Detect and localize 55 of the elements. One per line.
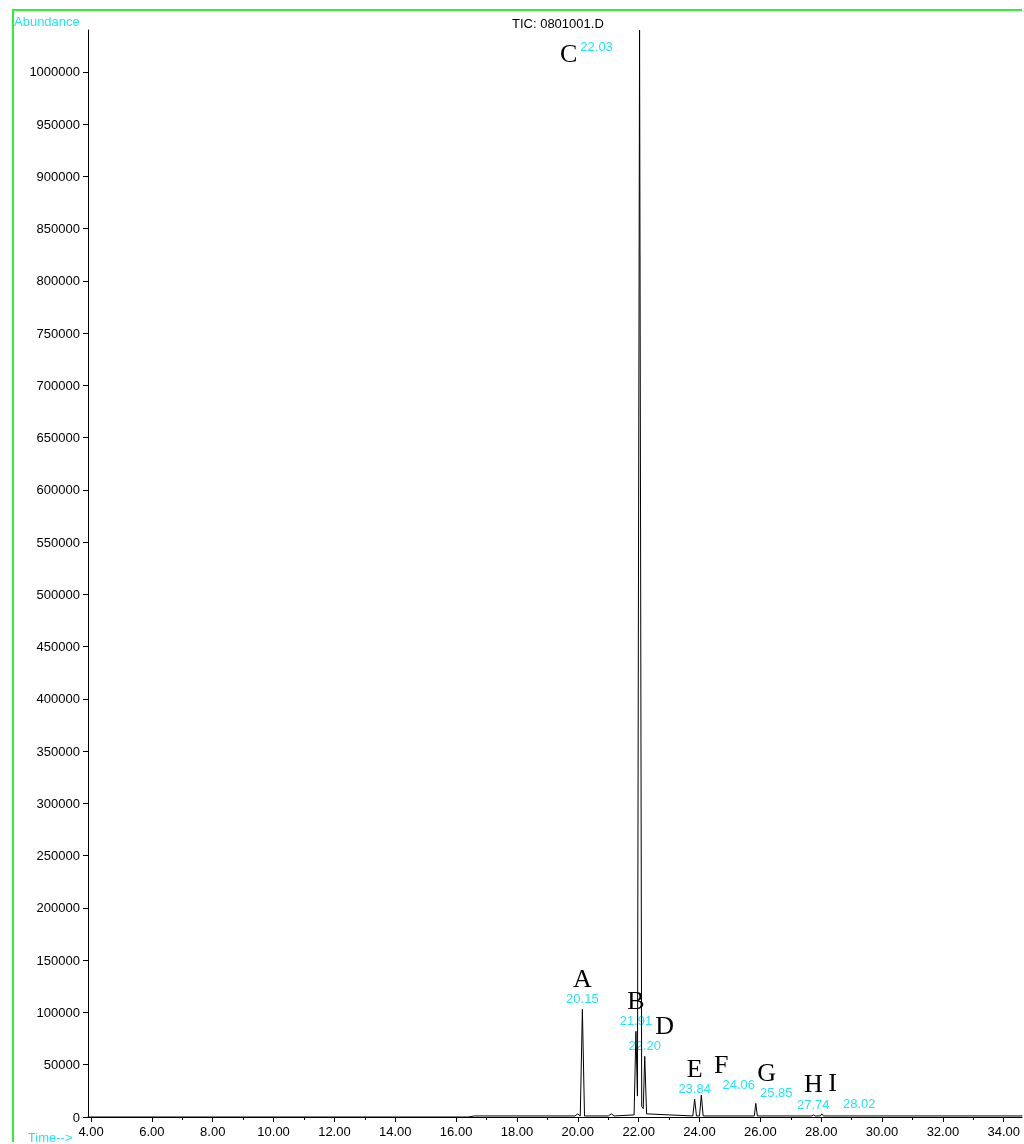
y-tick-label: 350000 (36, 743, 80, 759)
y-tick-label: 550000 (36, 534, 80, 550)
x-tick-label: 28.00 (804, 1124, 838, 1139)
x-tick-label: 8.00 (200, 1124, 226, 1139)
annotation: A (572, 963, 592, 993)
x-tick-label: 12.00 (318, 1124, 351, 1139)
y-tick-label: 600000 (36, 482, 80, 498)
y-tick-label: 1000000 (29, 64, 80, 80)
y-tick-label: 100000 (36, 1004, 80, 1020)
y-tick-label: 750000 (36, 325, 80, 341)
annotation: 28.02 (842, 1095, 876, 1111)
y-axis-title: Abundance (14, 14, 80, 29)
x-tick-label: 18.00 (500, 1124, 534, 1139)
y-tick-label: 300000 (36, 795, 80, 811)
x-tick-label: 10.00 (257, 1124, 290, 1139)
y-tick-label: 500000 (36, 586, 80, 602)
y-tick-label: 0 (72, 1109, 80, 1125)
annotation: F (713, 1049, 729, 1079)
y-tick-label: 900000 (36, 168, 80, 184)
y-tick-label: 200000 (36, 900, 80, 916)
y-tick-label: 700000 (36, 377, 80, 393)
y-tick-label: 250000 (36, 848, 80, 864)
x-tick-label: 6.00 (139, 1124, 165, 1139)
annotation: E (686, 1053, 703, 1083)
y-tick-label: 650000 (36, 430, 80, 446)
annotation: 24.06 (722, 1077, 756, 1093)
x-tick-label: 26.00 (744, 1124, 777, 1139)
annotation: C (560, 38, 578, 68)
x-tick-label: 16.00 (439, 1124, 473, 1139)
y-tick-label: 800000 (36, 273, 80, 289)
x-tick-label: 30.00 (865, 1124, 899, 1139)
annotation: I (828, 1068, 837, 1098)
x-tick-label: 14.00 (379, 1124, 412, 1139)
chart-title: TIC: 0801001.D (512, 16, 604, 31)
x-tick-label: 4.00 (78, 1124, 104, 1139)
x-tick-label: 34.00 (987, 1124, 1021, 1139)
annotation: 27.74 (797, 1096, 830, 1112)
x-tick-label: 32.00 (926, 1124, 960, 1139)
y-tick-label: 950000 (36, 116, 80, 132)
annotation: G (757, 1057, 776, 1087)
y-tick-label: 850000 (36, 221, 80, 237)
x-tick-label: 22.00 (622, 1124, 655, 1139)
annotation: 20.15 (566, 991, 599, 1007)
y-tick-label: 50000 (43, 1057, 80, 1073)
annotation: 23.84 (678, 1081, 711, 1097)
y-tick-label: 400000 (36, 691, 80, 707)
annotation: 22.03 (580, 39, 613, 54)
annotation: H (803, 1069, 823, 1099)
annotation: D (655, 1010, 674, 1040)
y-tick-label: 450000 (36, 639, 80, 655)
x-tick-label: 24.00 (683, 1124, 716, 1139)
annotation: 25.85 (759, 1085, 793, 1101)
x-tick-label: 20.00 (561, 1124, 595, 1139)
y-tick-label: 150000 (36, 952, 80, 968)
x-axis-title: Time--> (27, 1130, 73, 1144)
